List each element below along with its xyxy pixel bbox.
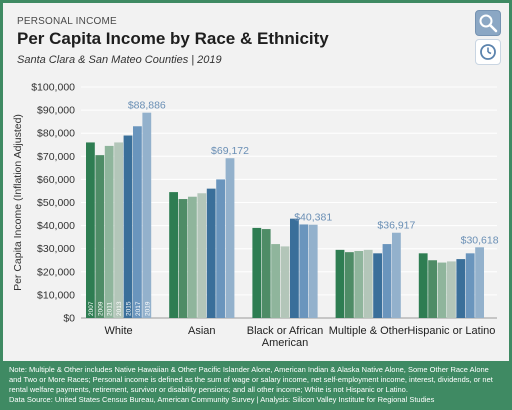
bar-2015 bbox=[290, 218, 299, 318]
bar-year-label: 2007 bbox=[88, 301, 95, 316]
bar-2019 bbox=[475, 247, 484, 318]
chart-title: Per Capita Income by Race & Ethnicity bbox=[17, 29, 329, 48]
bar-2019 bbox=[392, 232, 401, 318]
bar-year-label: 2011 bbox=[107, 302, 114, 316]
x-category-label: Asian bbox=[188, 325, 216, 337]
x-category-label: American bbox=[262, 337, 308, 347]
data-label: $40,381 bbox=[294, 212, 332, 224]
search-icon bbox=[479, 14, 498, 33]
bar-2009 bbox=[95, 155, 105, 318]
footer-source: Data Source: United States Census Bureau… bbox=[9, 395, 435, 404]
bar-2017 bbox=[465, 253, 475, 318]
bar-2017 bbox=[382, 244, 392, 318]
bar-2011 bbox=[104, 145, 114, 318]
y-tick-label: $60,000 bbox=[37, 174, 75, 186]
bar-2013 bbox=[363, 249, 373, 318]
y-tick-label: $80,000 bbox=[37, 128, 75, 140]
bar-chart: $0 $10,000 $20,000 $30,000 $40,000 $50,000 $60… bbox=[12, 82, 499, 348]
y-tick-label: $40,000 bbox=[37, 220, 75, 232]
footer: Note: Multiple & Other includes Native H… bbox=[3, 361, 509, 407]
search-button[interactable] bbox=[475, 10, 501, 36]
bar-2013 bbox=[280, 246, 290, 318]
bar-2017 bbox=[216, 179, 225, 318]
bar-2015 bbox=[206, 188, 216, 318]
bar-year-label: 2013 bbox=[116, 301, 123, 316]
y-tick-label: $10,000 bbox=[37, 289, 75, 301]
bar-2015 bbox=[123, 135, 133, 318]
x-category-label: Black or African bbox=[247, 325, 323, 337]
data-label: $30,618 bbox=[461, 234, 499, 246]
x-category-label: White bbox=[105, 325, 133, 337]
bar-year-label: 2019 bbox=[144, 301, 151, 316]
bar-2009 bbox=[261, 229, 271, 318]
clock-icon bbox=[480, 44, 496, 60]
bar-2017 bbox=[299, 224, 309, 318]
y-tick-label: $90,000 bbox=[37, 105, 75, 117]
bar-2011 bbox=[354, 251, 364, 318]
y-tick-label: $70,000 bbox=[37, 151, 75, 163]
bar-2019 bbox=[308, 224, 318, 318]
bar-2007 bbox=[169, 192, 178, 318]
x-category-label: Hispanic or Latino bbox=[407, 325, 495, 337]
bar-2015 bbox=[456, 259, 466, 318]
data-label: $69,172 bbox=[211, 145, 249, 157]
footer-note: Note: Multiple & Other includes Native H… bbox=[9, 365, 493, 394]
bar-2011 bbox=[437, 262, 447, 318]
bar-2009 bbox=[178, 199, 188, 318]
bar-2019 bbox=[225, 158, 235, 318]
bar-2007 bbox=[86, 142, 95, 318]
section-kicker: PERSONAL INCOME bbox=[17, 16, 117, 27]
bar-2009 bbox=[428, 260, 437, 318]
y-axis-title: Per Capita Income (Inflation Adjusted) bbox=[12, 114, 24, 291]
bar-2013 bbox=[114, 142, 123, 318]
bar-2015 bbox=[373, 253, 382, 318]
bar-year-label: 2009 bbox=[97, 301, 104, 316]
bar-2013 bbox=[447, 261, 456, 318]
y-tick-label: $100,000 bbox=[31, 82, 75, 94]
data-label: $36,917 bbox=[377, 220, 415, 232]
y-tick-label: $0 bbox=[63, 313, 75, 325]
history-button[interactable] bbox=[475, 39, 501, 65]
bar-year-label: 2017 bbox=[135, 301, 142, 316]
bar-2009 bbox=[345, 252, 354, 318]
bar-2017 bbox=[133, 126, 142, 318]
bar-2007 bbox=[418, 253, 428, 318]
y-tick-label: $50,000 bbox=[37, 197, 75, 209]
bar-2011 bbox=[271, 244, 280, 318]
bar-2019 bbox=[142, 112, 152, 318]
data-label: $88,886 bbox=[128, 100, 166, 112]
bar-2007 bbox=[252, 227, 262, 318]
y-tick-label: $20,000 bbox=[37, 266, 75, 278]
x-category-label: Multiple & Other bbox=[329, 325, 408, 337]
bar-2007 bbox=[335, 249, 345, 318]
y-tick-label: $30,000 bbox=[37, 243, 75, 255]
bar-2011 bbox=[188, 196, 197, 318]
bar-2013 bbox=[197, 193, 207, 318]
bar-year-label: 2015 bbox=[126, 301, 133, 316]
chart-subtitle: Santa Clara & San Mateo Counties | 2019 bbox=[17, 54, 222, 66]
